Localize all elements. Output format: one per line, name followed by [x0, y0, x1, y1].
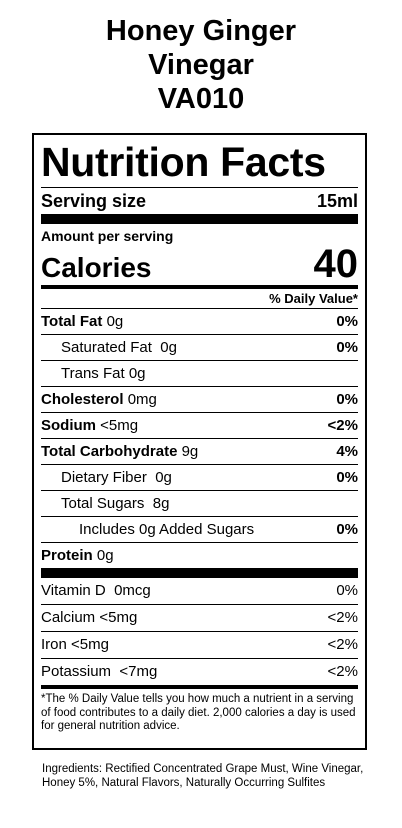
product-title: Honey Ginger Vinegar VA010	[0, 14, 402, 116]
vitamin-label: Iron	[41, 636, 67, 653]
nutrient-row-cholesterol: Cholesterol 0mg 0%	[41, 386, 358, 412]
divider-medium	[41, 685, 358, 689]
calories-row: Calories 40	[41, 242, 359, 286]
nutrient-dv: <2%	[327, 417, 358, 434]
nutrient-amount: 0g	[128, 365, 146, 382]
vitamin-dv: <2%	[327, 609, 358, 626]
nutrient-row-total-carbohydrate: Total Carbohydrate 9g 4%	[41, 438, 358, 464]
vitamin-label: Potassium	[41, 663, 112, 680]
calories-value: 40	[313, 242, 359, 286]
daily-value-header-text: % Daily Value*	[269, 291, 358, 306]
amount-per-serving: Amount per serving	[41, 228, 174, 244]
nutrient-label: Saturated Fat	[61, 339, 152, 356]
nutrient-row-total-sugars: Total Sugars 8g	[41, 490, 358, 516]
vitamin-amount: <5mg	[71, 636, 109, 653]
nutrient-amount: <5mg	[100, 417, 139, 434]
daily-value-header: % Daily Value*	[41, 289, 358, 308]
divider-thick	[41, 214, 358, 224]
vitamin-dv: 0%	[336, 582, 358, 599]
divider-medium	[41, 285, 358, 289]
vitamin-dv: <2%	[327, 636, 358, 653]
serving-size-value: 15ml	[316, 191, 358, 211]
vitamin-amount: <5mg	[99, 609, 138, 626]
product-name-line2: Vinegar	[148, 49, 254, 81]
vitamin-row-potassium: Potassium <7mg <2%	[41, 658, 358, 685]
nutrient-row-dietary-fiber: Dietary Fiber 0g 0%	[41, 464, 358, 490]
vitamin-label: Vitamin D	[41, 582, 106, 599]
nutrient-amount: 0g	[96, 547, 114, 564]
daily-value-footnote: *The % Daily Value tells you how much a …	[41, 693, 356, 732]
nutrient-row-sodium: Sodium <5mg <2%	[41, 412, 358, 438]
nutrient-dv: 0%	[336, 391, 358, 408]
nutrient-label: Sodium	[41, 417, 96, 434]
divider-thick	[41, 568, 358, 578]
nutrient-label: Total Fat	[41, 313, 103, 330]
nutrient-row-saturated-fat: Saturated Fat 0g 0%	[41, 334, 358, 360]
nutrient-label: Trans Fat	[61, 365, 125, 382]
product-code: VA010	[157, 83, 245, 115]
nutrient-label: Total Sugars	[61, 495, 145, 512]
nutrient-amount: 0g	[160, 339, 177, 356]
nutrient-amount: 0g	[155, 469, 172, 486]
nutrient-row-protein: Protein 0g	[41, 542, 358, 568]
nutrient-row-added-sugars: Includes 0g Added Sugars 0%	[41, 516, 358, 542]
nutrient-dv: 4%	[336, 443, 358, 460]
nutrient-amount: 0g	[106, 313, 124, 330]
nutrient-dv: 0%	[336, 313, 358, 330]
nutrient-row-trans-fat: Trans Fat 0g	[41, 360, 358, 386]
nutrient-row-total-fat: Total Fat 0g 0%	[41, 309, 358, 334]
nutrient-label: Total Carbohydrate	[41, 443, 178, 460]
product-name-line1: Honey Ginger	[105, 15, 297, 47]
serving-size-label: Serving size	[41, 191, 147, 211]
vitamin-row-calcium: Calcium <5mg <2%	[41, 604, 358, 631]
vitamin-amount: 0mcg	[114, 582, 151, 599]
serving-size-row: Serving size 15ml	[41, 188, 358, 214]
vitamin-row-vitamin-d: Vitamin D 0mcg 0%	[41, 578, 358, 604]
nutrient-dv: 0%	[336, 521, 358, 538]
nutrient-amount: 9g	[181, 443, 199, 460]
nutrient-amount: 0mg	[127, 391, 157, 408]
nutrient-amount: 8g	[152, 495, 170, 512]
nutrient-label: Protein	[41, 547, 93, 564]
vitamin-label: Calcium	[41, 609, 96, 626]
nutrient-dv: 0%	[336, 469, 358, 486]
nutrient-label: Includes 0g Added Sugars	[79, 521, 255, 538]
nutrient-label: Cholesterol	[41, 391, 124, 408]
vitamin-row-iron: Iron <5mg <2%	[41, 631, 358, 658]
divider	[41, 308, 358, 309]
divider	[41, 187, 358, 188]
nutrition-facts-title: Nutrition Facts	[41, 139, 326, 185]
nutrition-facts-label: Nutrition Facts Serving size 15ml Amount…	[32, 133, 367, 750]
vitamin-amount: <7mg	[119, 663, 158, 680]
calories-label: Calories	[41, 252, 152, 283]
vitamin-dv: <2%	[327, 663, 358, 680]
nutrient-label: Dietary Fiber	[61, 469, 147, 486]
nutrient-dv: 0%	[336, 339, 358, 356]
ingredients-text: Ingredients: Rectified Concentrated Grap…	[42, 763, 364, 789]
